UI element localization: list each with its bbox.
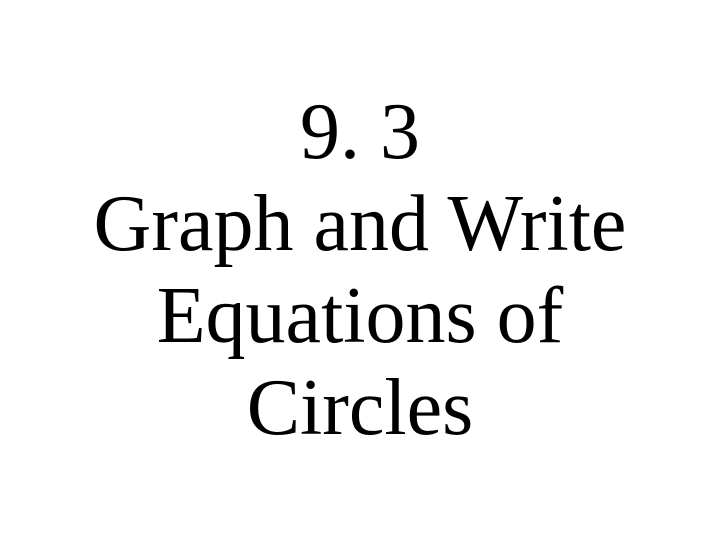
title-line-2: Equations of <box>94 270 627 362</box>
slide-content: 9. 3 Graph and Write Equations of Circle… <box>94 86 627 454</box>
title-line-3: Circles <box>94 362 627 454</box>
section-number: 9. 3 <box>94 86 627 178</box>
title-line-1: Graph and Write <box>94 178 627 270</box>
